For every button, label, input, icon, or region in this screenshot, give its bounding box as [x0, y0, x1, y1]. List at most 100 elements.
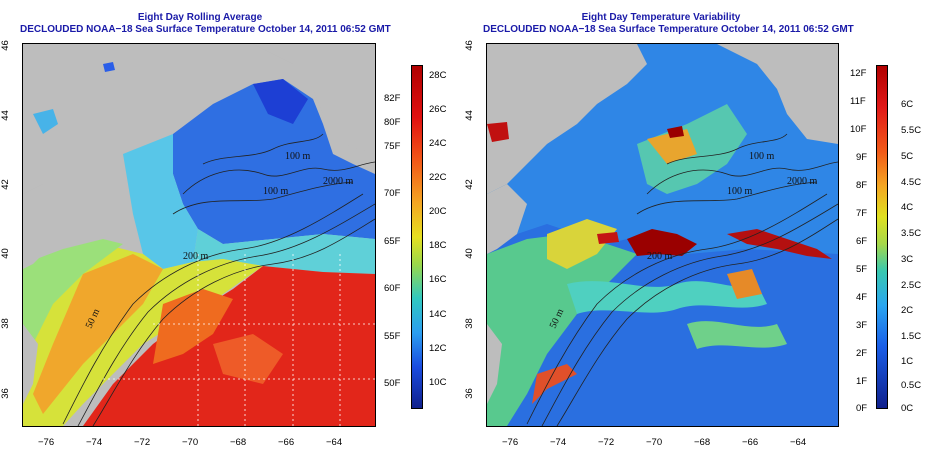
left-xtick-68: −68: [230, 437, 247, 448]
right-ytick-42: 42: [463, 179, 475, 190]
left-inland-lake-2: [103, 62, 115, 72]
left-cb-f-65: 65F: [384, 236, 401, 247]
right-land-northeast: [487, 44, 647, 194]
right-cb-c-2: 2C: [901, 305, 914, 316]
left-ytick-44: 44: [0, 110, 11, 121]
right-ytick-46: 46: [463, 40, 475, 51]
left-cb-f-80: 80F: [384, 117, 401, 128]
right-swirl-2: [687, 321, 787, 349]
right-cb-c-5: 5C: [901, 151, 914, 162]
right-cb-c-2-5: 2.5C: [901, 280, 922, 291]
right-cb-f-4: 4F: [856, 292, 868, 303]
left-cb-c-24: 24C: [429, 138, 447, 149]
right-title-line2: DECLOUDED NOAA−18 Sea Surface Temperatur…: [483, 24, 854, 35]
right-variability-map: 100 m 100 m 2000 m 200 m 50 m: [486, 43, 839, 427]
left-sst-map: 100 m 100 m 2000 m 200 m 50 m: [22, 43, 376, 427]
right-ytick-44: 44: [463, 110, 475, 121]
right-land-chesapeake: [487, 324, 502, 404]
right-contour-label-2: 100 m: [727, 186, 753, 197]
right-xtick-74: −74: [550, 437, 567, 448]
right-title-line1: Eight Day Temperature Variability: [581, 12, 741, 23]
right-colorbar: [876, 65, 888, 409]
left-grid: [103, 254, 375, 426]
right-contour-label-3: 2000 m: [787, 176, 818, 187]
right-small-hotspot: [597, 232, 619, 244]
left-cb-f-82: 82F: [384, 93, 401, 104]
right-xtick-64: −64: [790, 437, 807, 448]
left-cb-c-12: 12C: [429, 343, 447, 354]
right-cb-f-10: 10F: [850, 124, 867, 135]
left-slope-water: [193, 229, 375, 274]
left-cb-c-28: 28C: [429, 70, 447, 81]
left-cb-c-22: 22C: [429, 172, 447, 183]
right-map-svg: 100 m 100 m 2000 m 200 m 50 m: [487, 44, 838, 426]
left-colorbar: [411, 65, 423, 409]
left-cb-c-16: 16C: [429, 274, 447, 285]
right-shelf-yellow: [547, 219, 617, 269]
right-cb-c-0-5: 0.5C: [901, 380, 922, 391]
right-cb-c-1: 1C: [901, 356, 914, 367]
right-xtick-76: −76: [502, 437, 519, 448]
left-cb-f-60: 60F: [384, 283, 401, 294]
left-map-svg: 100 m 100 m 2000 m 200 m 50 m: [23, 44, 375, 426]
left-ytick-38: 38: [0, 318, 11, 329]
left-warm-eddy: [153, 289, 233, 364]
right-cb-c-4-5: 4.5C: [901, 177, 922, 188]
right-front-hotspot: [627, 229, 697, 256]
right-cb-c-5-5: 5.5C: [901, 125, 922, 136]
right-cb-f-2: 2F: [856, 348, 868, 359]
left-cb-c-10: 10C: [429, 377, 447, 388]
right-cb-c-0: 0C: [901, 403, 914, 414]
left-cb-f-55: 55F: [384, 331, 401, 342]
left-cb-c-26: 26C: [429, 104, 447, 115]
right-cb-f-9: 9F: [856, 152, 868, 163]
left-xtick-76: −76: [38, 437, 55, 448]
right-cb-f-0: 0F: [856, 403, 868, 414]
left-ytick-40: 40: [0, 248, 11, 259]
left-gulf-of-maine-water: [173, 79, 375, 244]
left-coastal-green: [23, 239, 123, 364]
left-inland-lake: [33, 109, 58, 134]
right-ytick-40: 40: [463, 248, 475, 259]
left-cb-c-20: 20C: [429, 206, 447, 217]
left-title-line2: DECLOUDED NOAA−18 Sea Surface Temperatur…: [20, 24, 391, 35]
left-cb-c-14: 14C: [429, 309, 447, 320]
left-land-nova-scotia: [253, 44, 375, 154]
right-cb-f-11: 11F: [850, 96, 866, 107]
left-contour-label-2: 100 m: [263, 186, 289, 197]
left-bathymetry-contours: [62, 133, 375, 426]
left-xtick-74: −74: [86, 437, 103, 448]
right-land-coast: [487, 184, 527, 254]
right-xtick-70: −70: [646, 437, 663, 448]
right-cb-f-12: 12F: [850, 68, 867, 79]
right-cb-f-5: 5F: [856, 264, 868, 275]
left-nearshore-cyan: [123, 134, 198, 269]
right-bathymetry-contours: [526, 133, 838, 426]
right-cb-c-6: 6C: [901, 99, 914, 110]
right-cb-c-3-5: 3.5C: [901, 228, 922, 239]
right-land-nova-scotia: [717, 44, 838, 144]
right-ytick-38: 38: [463, 318, 475, 329]
right-northern-hotspot: [667, 126, 684, 138]
left-warm-core: [213, 334, 283, 384]
right-cb-c-3: 3C: [901, 254, 914, 265]
right-orange-patch: [647, 129, 697, 164]
left-ytick-36: 36: [0, 388, 11, 399]
right-cb-f-3: 3F: [856, 320, 868, 331]
right-xtick-72: −72: [598, 437, 615, 448]
right-contour-label-4: 200 m: [647, 251, 673, 262]
left-xtick-70: −70: [182, 437, 199, 448]
left-xtick-64: −64: [326, 437, 343, 448]
right-cb-c-1-5: 1.5C: [901, 331, 922, 342]
left-cb-f-50: 50F: [384, 378, 401, 389]
right-warm-spot: [727, 269, 762, 299]
left-cb-f-70: 70F: [384, 188, 401, 199]
left-cb-f-75: 75F: [384, 141, 401, 152]
right-cb-f-1: 1F: [856, 376, 868, 387]
right-xtick-68: −68: [694, 437, 711, 448]
right-swirl-1: [567, 281, 767, 314]
right-cb-f-6: 6F: [856, 236, 868, 247]
left-ytick-42: 42: [0, 179, 11, 190]
left-deep-blue-patch: [253, 79, 308, 124]
right-southern-front: [532, 364, 577, 404]
